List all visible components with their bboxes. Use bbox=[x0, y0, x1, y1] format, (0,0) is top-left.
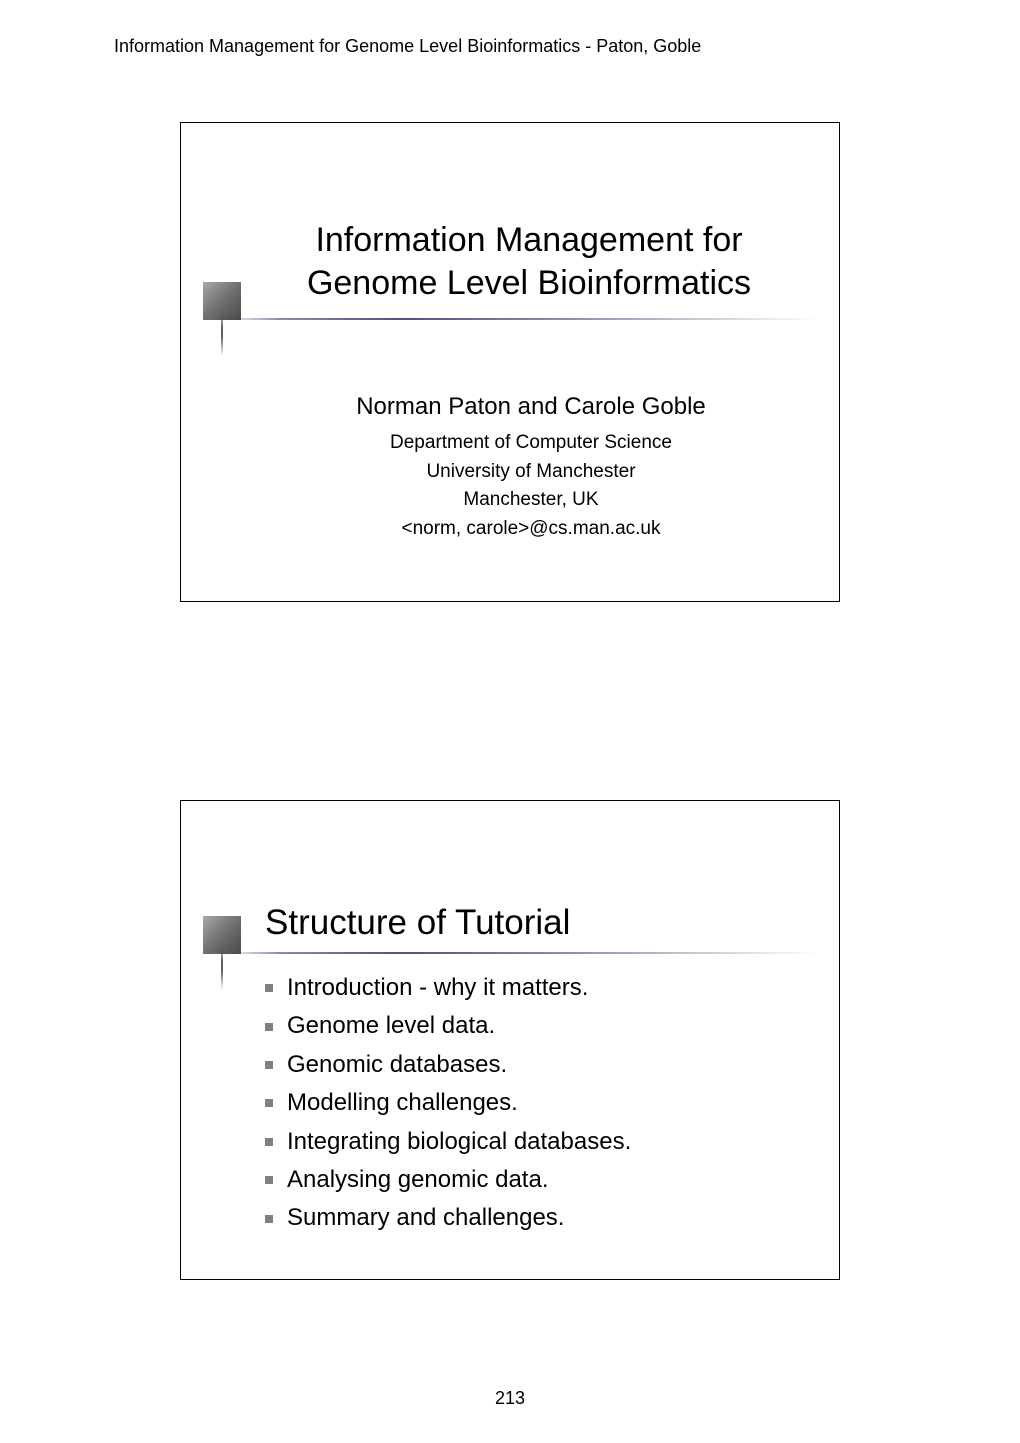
dept-line-4: <norm, carole>@cs.man.ac.uk bbox=[401, 518, 660, 539]
bullet-icon bbox=[265, 1099, 273, 1107]
bullet-icon bbox=[265, 1176, 273, 1184]
dept-line-3: Manchester, UK bbox=[463, 489, 598, 510]
bullet-list: Introduction - why it matters. Genome le… bbox=[265, 969, 785, 1238]
slide-subtitle-author: Norman Paton and Carole Goble bbox=[281, 393, 781, 421]
list-item-text: Modelling challenges. bbox=[287, 1084, 518, 1122]
list-item: Summary and challenges. bbox=[265, 1199, 785, 1237]
page-number: 213 bbox=[0, 1388, 1020, 1409]
dept-line-1: Department of Computer Science bbox=[390, 432, 672, 453]
decoration-vertical-line bbox=[221, 942, 223, 990]
slide-affiliation: Department of Computer Science Universit… bbox=[281, 429, 781, 543]
page-header: Information Management for Genome Level … bbox=[114, 36, 701, 57]
list-item: Analysing genomic data. bbox=[265, 1161, 785, 1199]
list-item: Introduction - why it matters. bbox=[265, 969, 785, 1007]
decoration-vertical-line bbox=[221, 308, 223, 356]
list-item: Modelling challenges. bbox=[265, 1084, 785, 1122]
list-item-text: Genome level data. bbox=[287, 1007, 495, 1045]
bullet-icon bbox=[265, 984, 273, 992]
decoration-horizontal-line bbox=[221, 318, 819, 320]
list-item: Genome level data. bbox=[265, 1007, 785, 1045]
bullet-icon bbox=[265, 1215, 273, 1223]
bullet-icon bbox=[265, 1138, 273, 1146]
bullet-icon bbox=[265, 1023, 273, 1031]
slide-title: Information Management for Genome Level … bbox=[249, 219, 809, 304]
title-line-2: Genome Level Bioinformatics bbox=[307, 264, 751, 302]
slide-title: Structure of Tutorial bbox=[265, 903, 570, 943]
list-item-text: Summary and challenges. bbox=[287, 1199, 564, 1237]
list-item-text: Integrating biological databases. bbox=[287, 1123, 631, 1161]
slide-2: Structure of Tutorial Introduction - why… bbox=[180, 800, 840, 1280]
bullet-icon bbox=[265, 1061, 273, 1069]
list-item-text: Introduction - why it matters. bbox=[287, 969, 588, 1007]
list-item: Genomic databases. bbox=[265, 1046, 785, 1084]
title-line-1: Information Management for bbox=[315, 221, 742, 259]
dept-line-2: University of Manchester bbox=[426, 461, 635, 482]
slide-1: Information Management for Genome Level … bbox=[180, 122, 840, 602]
list-item-text: Genomic databases. bbox=[287, 1046, 507, 1084]
list-item-text: Analysing genomic data. bbox=[287, 1161, 549, 1199]
list-item: Integrating biological databases. bbox=[265, 1123, 785, 1161]
decoration-horizontal-line bbox=[221, 952, 819, 954]
